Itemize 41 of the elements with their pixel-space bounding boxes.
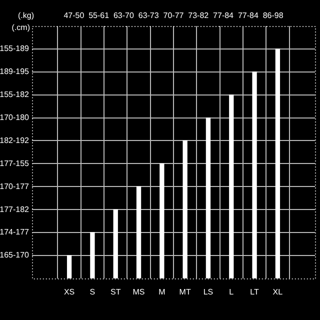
- y-axis-title: (.cm): [12, 23, 30, 32]
- text: 155-182: [0, 90, 30, 100]
- text: 77-84: [238, 11, 259, 20]
- x-tick-label: L: [229, 287, 234, 296]
- bar: [182, 140, 188, 278]
- text: 177-182: [0, 204, 30, 214]
- x-tick-label: XL: [272, 287, 284, 296]
- bar: [136, 186, 142, 278]
- bar: [113, 209, 118, 278]
- bar: [66, 255, 72, 278]
- bar: [90, 232, 95, 278]
- x-tick-label: S: [90, 287, 96, 296]
- text: 70-77: [163, 11, 184, 20]
- text: 63-73: [138, 11, 160, 20]
- text: 170-180: [0, 112, 30, 122]
- text: 73-82: [188, 11, 210, 20]
- text: 77-84: [213, 11, 234, 20]
- bar: [206, 117, 211, 278]
- bar: [229, 94, 234, 278]
- x-tick-label: LT: [250, 287, 260, 296]
- bar: [275, 48, 280, 278]
- text: 63-70: [113, 11, 134, 20]
- x-tick-label: MS: [132, 287, 145, 296]
- x-tick-label: LS: [203, 287, 214, 296]
- text: 155-189: [0, 44, 30, 54]
- text: 47-50: [64, 11, 85, 20]
- x2-axis-title: (.kg): [18, 11, 34, 20]
- text: 174-177: [0, 228, 30, 237]
- x-tick-label: M: [158, 287, 166, 296]
- text: 165-170: [0, 250, 30, 260]
- x-tick-label: ST: [110, 287, 121, 296]
- x-tick-label: MT: [179, 287, 191, 296]
- bar: [252, 72, 257, 278]
- bar: [160, 163, 164, 278]
- x-tick-label: XS: [64, 287, 75, 296]
- text: 189-195: [0, 67, 30, 76]
- text: 182-192: [0, 136, 30, 145]
- text: 177-155: [0, 158, 30, 168]
- text: 86-98: [262, 11, 284, 20]
- text: 170-177: [0, 182, 30, 191]
- text: 55-61: [88, 11, 110, 20]
